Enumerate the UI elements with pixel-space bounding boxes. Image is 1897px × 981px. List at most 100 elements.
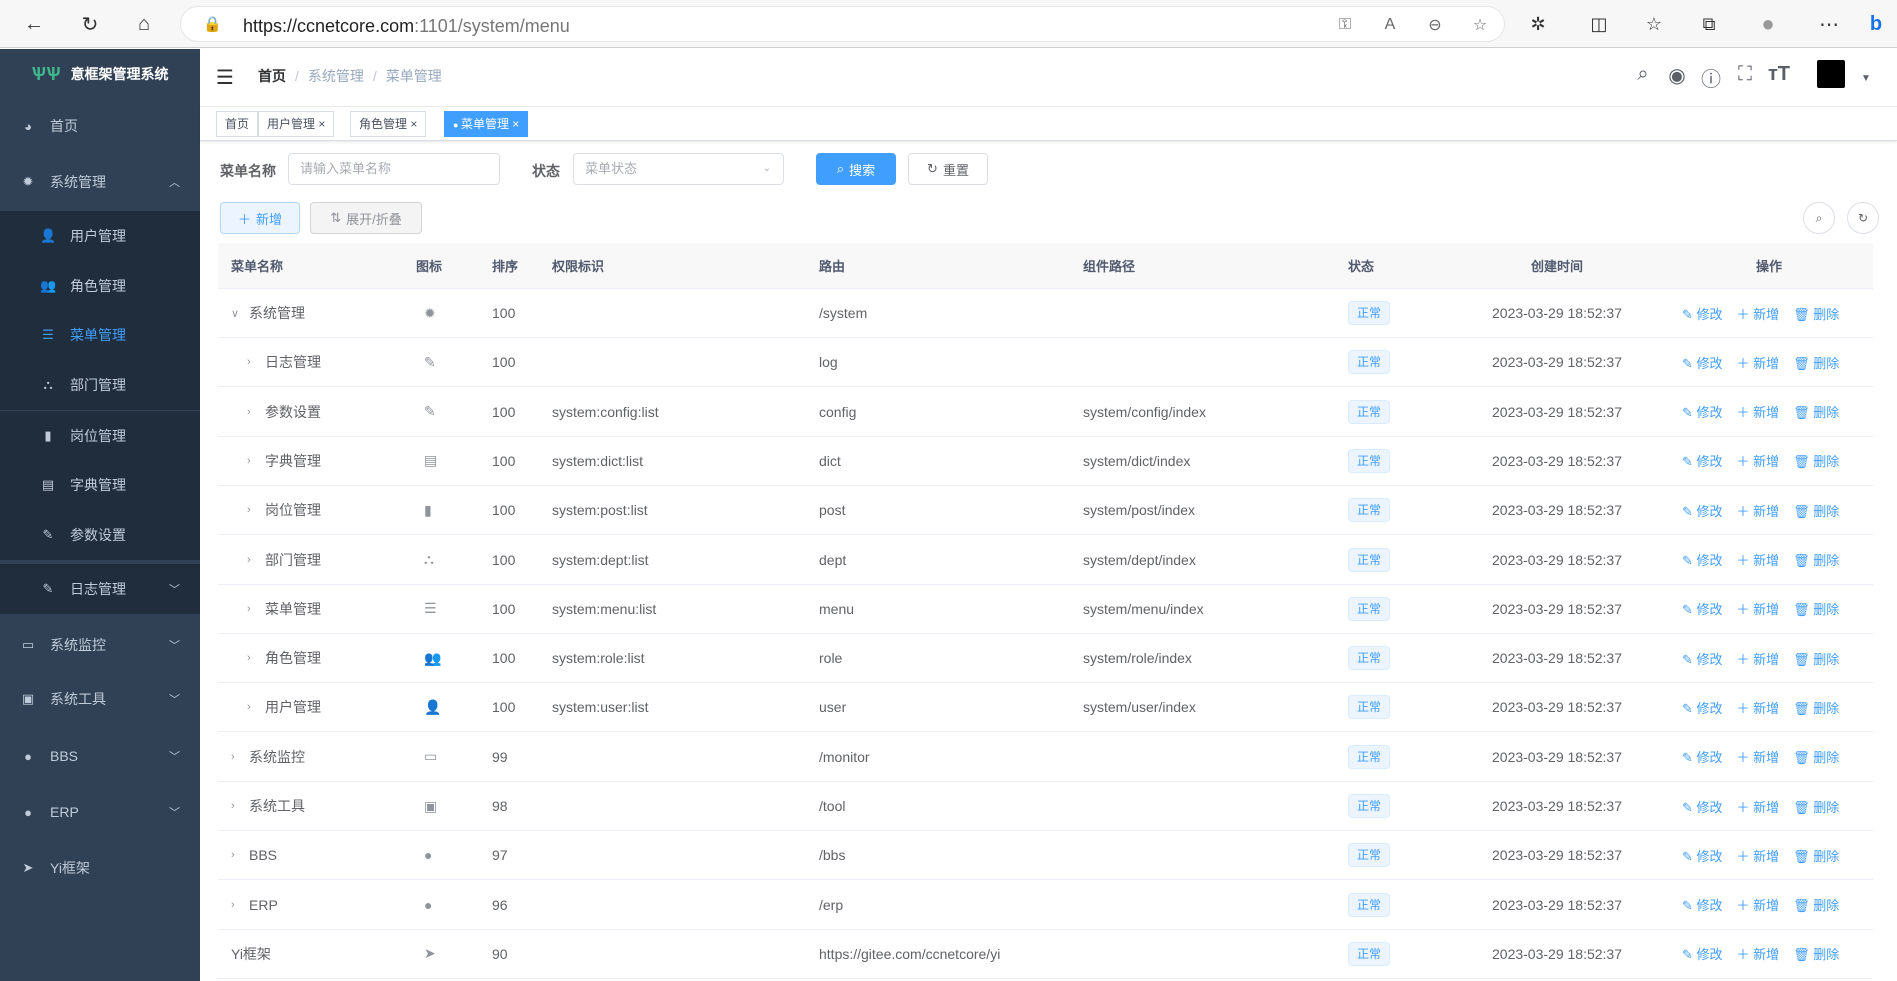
- status-select[interactable]: 菜单状态 ⌄: [573, 153, 784, 185]
- close-icon[interactable]: ×: [407, 117, 418, 131]
- edit-button[interactable]: ✎ 修改: [1682, 747, 1723, 766]
- edit-button[interactable]: ✎ 修改: [1682, 944, 1723, 963]
- add-button[interactable]: ＋ 新增: [1737, 402, 1780, 421]
- more-icon[interactable]: ⋯: [1819, 13, 1839, 36]
- question-icon[interactable]: ⓘ: [1701, 69, 1721, 91]
- chevron-right-icon[interactable]: ›: [247, 405, 251, 418]
- edit-button[interactable]: ✎ 修改: [1682, 599, 1723, 618]
- delete-button[interactable]: 🗑 删除: [1793, 846, 1839, 865]
- favorites-icon[interactable]: ☆: [1645, 13, 1663, 34]
- edit-button[interactable]: ✎ 修改: [1682, 402, 1723, 421]
- add-button[interactable]: ＋ 新增: [1737, 304, 1780, 323]
- zoom-out-icon[interactable]: ⊖: [1428, 17, 1442, 34]
- delete-button[interactable]: 🗑 删除: [1793, 649, 1839, 668]
- sidebar-item[interactable]: 👥 角色管理: [0, 261, 200, 311]
- bing-icon[interactable]: b: [1869, 12, 1883, 35]
- refresh-icon[interactable]: ↻: [81, 13, 99, 36]
- sidebar-item[interactable]: ● BBS ﹀: [0, 731, 200, 781]
- delete-button[interactable]: 🗑 删除: [1793, 353, 1839, 372]
- key-icon[interactable]: ⚿: [1338, 16, 1352, 33]
- search-button[interactable]: ⌕ 搜索: [816, 153, 896, 185]
- delete-button[interactable]: 🗑 删除: [1793, 304, 1839, 323]
- back-icon[interactable]: ←: [24, 12, 44, 35]
- chevron-right-icon[interactable]: ›: [247, 652, 251, 665]
- sidebar-item[interactable]: ☰ 菜单管理: [0, 310, 200, 360]
- sidebar-item[interactable]: ● ERP ﹀: [0, 787, 200, 837]
- sidebar-item[interactable]: ▭ 系统监控 ﹀: [0, 620, 200, 670]
- delete-button[interactable]: 🗑 删除: [1793, 944, 1839, 963]
- read-aloud-icon[interactable]: A: [1384, 16, 1396, 33]
- address-bar[interactable]: 🔒 https://ccnetcore.com:1101/system/menu…: [180, 6, 1505, 42]
- delete-button[interactable]: 🗑 删除: [1793, 747, 1839, 766]
- edit-button[interactable]: ✎ 修改: [1682, 797, 1723, 816]
- sidebar-item[interactable]: ✎ 日志管理 ﹀: [0, 564, 200, 614]
- table-row[interactable]: › 字典管理 ▤ 100 system:dict:list dict system/dict…: [218, 437, 1873, 486]
- reset-button[interactable]: ↻ 重置: [908, 153, 988, 185]
- table-row[interactable]: › 菜单管理 ☰ 100 system:menu:list menu system/menu…: [218, 585, 1873, 634]
- delete-button[interactable]: 🗑 删除: [1793, 599, 1839, 618]
- delete-button[interactable]: 🗑 删除: [1793, 797, 1839, 816]
- delete-button[interactable]: 🗑 删除: [1793, 451, 1839, 470]
- table-row[interactable]: ∨ 系统管理 ✹ 100/system 正常 2023-03-29 18:52:37 ✎ 修…: [218, 289, 1873, 338]
- chevron-right-icon[interactable]: ›: [247, 356, 251, 369]
- add-button[interactable]: ＋ 新增: [1737, 698, 1780, 717]
- add-button[interactable]: ＋ 新增: [1737, 944, 1780, 963]
- github-icon[interactable]: ◉: [1668, 65, 1686, 87]
- caret-down-icon[interactable]: ▼: [1861, 73, 1871, 84]
- delete-button[interactable]: 🗑 删除: [1793, 698, 1839, 717]
- chevron-right-icon[interactable]: ›: [247, 602, 251, 615]
- tag-1[interactable]: 用户管理 ×: [258, 111, 335, 137]
- collections-icon[interactable]: ⧉: [1702, 13, 1716, 34]
- add-button[interactable]: ＋ 新增: [1737, 747, 1780, 766]
- chevron-right-icon[interactable]: ›: [231, 898, 235, 911]
- extensions-icon[interactable]: ✲: [1530, 13, 1546, 34]
- menu-name-input[interactable]: 请输入菜单名称: [288, 153, 500, 185]
- table-row[interactable]: › 部门管理 ⛬ 100 system:dept:list dept system/dept…: [218, 536, 1873, 585]
- profile-icon[interactable]: ●: [1761, 11, 1775, 36]
- favorite-add-icon[interactable]: ☆: [1472, 17, 1488, 34]
- table-row[interactable]: › 系统监控 ▭ 99/monitor 正常 2023-03-29 18:52:37 ✎ 修…: [218, 733, 1873, 782]
- table-row[interactable]: › 参数设置 ✎ 100 system:config:list config system/…: [218, 388, 1873, 437]
- table-row[interactable]: Yi框架 ➤ 90 https://gitee.com/ccnetcore/yi 正常 2…: [218, 930, 1873, 979]
- chevron-right-icon[interactable]: ›: [231, 849, 235, 862]
- table-row[interactable]: › ERP ● 96/erp 正常 2023-03-29 18:52:37 ✎ 修改 ＋ 新增…: [218, 881, 1873, 930]
- sidebar-item[interactable]: ◕ 首页: [0, 101, 200, 151]
- add-button[interactable]: ＋ 新增: [1737, 550, 1780, 569]
- edit-button[interactable]: ✎ 修改: [1682, 550, 1723, 569]
- chevron-right-icon[interactable]: ›: [231, 800, 235, 812]
- search-icon[interactable]: ⌕: [1637, 63, 1649, 85]
- tag-0[interactable]: 首页: [216, 111, 259, 137]
- table-row[interactable]: › 系统工具 ▣ 98/tool 正常 2023-03-29 18:52:37 ✎ 修改 ＋ …: [218, 782, 1873, 831]
- tag-2[interactable]: 角色管理 ×: [350, 111, 427, 137]
- close-icon[interactable]: ×: [508, 117, 520, 131]
- edit-button[interactable]: ✎ 修改: [1682, 451, 1723, 470]
- add-button[interactable]: ＋ 新增: [1737, 846, 1780, 865]
- edit-button[interactable]: ✎ 修改: [1682, 698, 1723, 717]
- edit-button[interactable]: ✎ 修改: [1682, 846, 1723, 865]
- breadcrumb-item[interactable]: 首页: [258, 68, 286, 84]
- table-row[interactable]: › 角色管理 👥 100 system:role:list role system/role…: [218, 634, 1873, 684]
- chevron-right-icon[interactable]: ›: [247, 504, 251, 517]
- chevron-right-icon[interactable]: ›: [231, 750, 235, 763]
- delete-button[interactable]: 🗑 删除: [1793, 501, 1839, 520]
- delete-button[interactable]: 🗑 删除: [1793, 895, 1839, 914]
- add-button[interactable]: ＋ 新增: [220, 202, 300, 234]
- expand-collapse-button[interactable]: ⇅ 展开/折叠: [310, 202, 422, 234]
- sidebar-item[interactable]: 👤 用户管理: [0, 211, 200, 261]
- delete-button[interactable]: 🗑 删除: [1793, 550, 1839, 569]
- avatar[interactable]: [1817, 60, 1845, 88]
- font-size-icon[interactable]: тT: [1767, 63, 1790, 85]
- close-icon[interactable]: ×: [315, 117, 326, 131]
- add-button[interactable]: ＋ 新增: [1737, 797, 1780, 816]
- fullscreen-icon[interactable]: ⛶: [1738, 63, 1752, 85]
- edit-button[interactable]: ✎ 修改: [1682, 353, 1723, 372]
- sidebar-item[interactable]: ➤ Yi框架: [0, 843, 200, 893]
- edit-button[interactable]: ✎ 修改: [1682, 895, 1723, 914]
- edit-button[interactable]: ✎ 修改: [1682, 649, 1723, 668]
- add-button[interactable]: ＋ 新增: [1737, 649, 1780, 668]
- table-row[interactable]: › 日志管理 ✎ 100 log 正常 2023-03-29 18:52:37 ✎ 修改 ＋ 新…: [218, 338, 1873, 388]
- toggle-search-button[interactable]: ⌕: [1803, 202, 1835, 234]
- split-screen-icon[interactable]: ◫: [1590, 13, 1608, 34]
- add-button[interactable]: ＋ 新增: [1737, 599, 1780, 618]
- edit-button[interactable]: ✎ 修改: [1682, 304, 1723, 323]
